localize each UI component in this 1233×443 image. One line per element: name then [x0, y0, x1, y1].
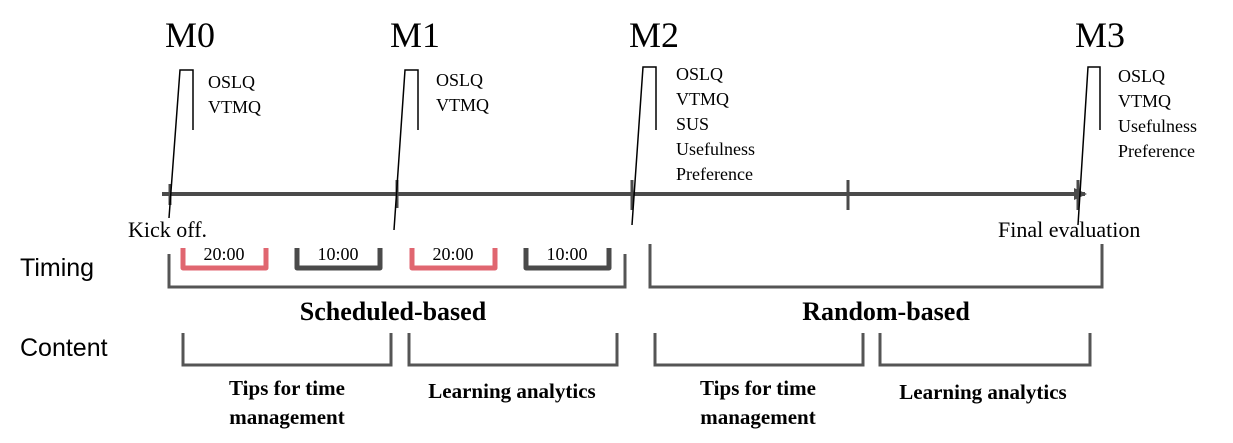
callout-m3 — [1077, 66, 1101, 226]
m3-instrument-list: OSLQ VTMQ Usefulness Preference — [1118, 64, 1197, 164]
timing-slot-label: 10:00 — [546, 244, 588, 264]
instrument-item: Usefulness — [1118, 116, 1197, 136]
milestone-m3-label: M3 — [1075, 15, 1126, 55]
timing-slot-bracket — [294, 248, 383, 271]
m0-instrument-list: OSLQ VTMQ — [208, 70, 261, 120]
callout-m0 — [168, 69, 194, 219]
instrument-item: VTMQ — [676, 89, 729, 109]
instrument-item: OSLQ — [1118, 66, 1166, 86]
content-row-label: Content — [20, 334, 108, 362]
random-phase-label: Random-based — [802, 297, 970, 326]
kickoff-label: Kick off. — [128, 217, 208, 242]
scheduled-phase-bracket — [167, 254, 627, 289]
instrument-item: VTMQ — [208, 97, 261, 117]
timing-slot-label: 10:00 — [317, 244, 359, 264]
m2-instrument-list: OSLQ VTMQ SUS Usefulness Preference — [676, 62, 755, 187]
timing-slot-bracket — [523, 248, 612, 271]
random-phase-bracket — [648, 244, 1104, 289]
timing-row-label: Timing — [20, 254, 95, 282]
callout-m2 — [631, 66, 657, 226]
instrument-item: OSLQ — [676, 64, 724, 84]
instrument-item: SUS — [676, 114, 710, 134]
instrument-item: Preference — [676, 164, 753, 184]
scheduled-phase-label: Scheduled-based — [299, 297, 487, 326]
timing-slot-bracket — [180, 248, 269, 271]
m1-instrument-list: OSLQ VTMQ — [436, 68, 489, 118]
final-evaluation-label: Final evaluation — [998, 217, 1141, 242]
instrument-item: VTMQ — [1118, 91, 1171, 111]
timing-slot-bracket — [409, 248, 498, 271]
timing-slot-label: 20:00 — [203, 244, 245, 264]
instrument-item: Usefulness — [676, 139, 755, 159]
instrument-item: Preference — [1118, 141, 1195, 161]
instrument-item: VTMQ — [436, 95, 489, 115]
content-block-label: Tips for time management — [700, 376, 816, 429]
callout-m1 — [393, 69, 419, 231]
timing-slot-label: 20:00 — [432, 244, 474, 264]
milestone-m2-label: M2 — [629, 15, 680, 55]
milestone-m0-label: M0 — [165, 15, 216, 55]
content-bracket — [878, 333, 1092, 367]
content-block-label: Learning analytics — [899, 380, 1067, 404]
instrument-item: OSLQ — [208, 72, 256, 92]
content-block-label: Tips for time management — [229, 376, 345, 429]
instrument-item: OSLQ — [436, 70, 484, 90]
content-block-label: Learning analytics — [428, 379, 596, 403]
content-bracket — [407, 333, 619, 367]
content-bracket — [653, 333, 865, 367]
milestone-m1-label: M1 — [390, 15, 441, 55]
content-bracket — [181, 333, 393, 367]
